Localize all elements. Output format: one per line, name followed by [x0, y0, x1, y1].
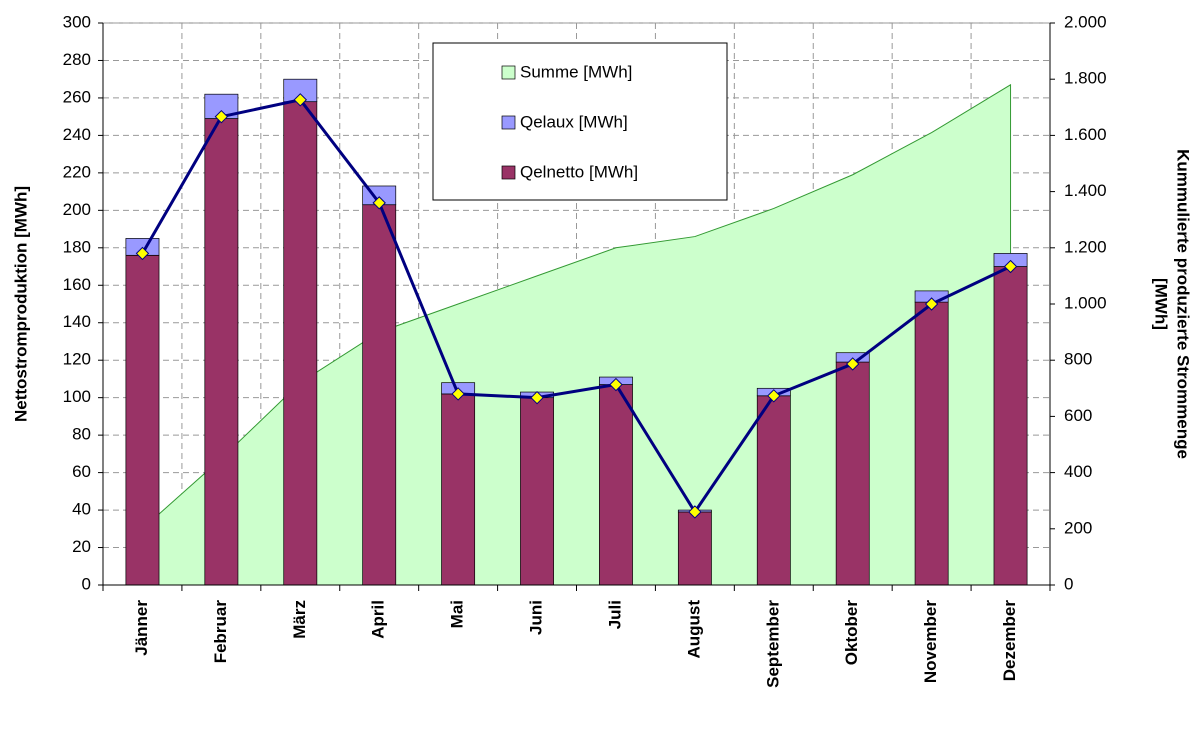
bar — [993, 266, 1028, 586]
y2-axis-title: Kummulierte produzierte Strommenge — [1174, 149, 1193, 459]
y2-tick-label: 200 — [1064, 518, 1092, 537]
x-tick-label: August — [684, 600, 703, 659]
y2-tick-label: 600 — [1064, 406, 1092, 425]
bar — [441, 393, 476, 586]
legend-box — [432, 42, 728, 201]
y-tick-label: 0 — [82, 574, 91, 593]
x-tick-label: Mai — [448, 600, 467, 628]
bar — [283, 101, 318, 586]
bar — [599, 384, 633, 586]
marker — [609, 377, 623, 392]
legend-swatch — [501, 165, 516, 180]
y2-tick-label: 1.400 — [1064, 181, 1107, 200]
x-tick-label: März — [290, 600, 309, 639]
marker — [451, 387, 465, 401]
y-tick-label: 100 — [63, 387, 91, 406]
y-tick-label: 120 — [63, 350, 91, 369]
bar — [914, 301, 949, 586]
y-tick-label: 260 — [63, 87, 91, 106]
y2-tick-label: 0 — [1064, 574, 1073, 593]
marker — [846, 357, 860, 371]
y-tick-label: 240 — [63, 125, 91, 144]
y-tick-label: 180 — [63, 237, 91, 256]
y2-tick-label: 800 — [1064, 350, 1092, 369]
legend-label: Qelaux [MWh] — [520, 112, 628, 131]
marker — [1003, 259, 1018, 274]
bar — [835, 361, 870, 586]
x-tick-label: April — [369, 600, 388, 639]
y2-tick-label: 1.000 — [1064, 293, 1107, 312]
bar — [204, 118, 239, 586]
y-tick-label: 140 — [63, 312, 91, 331]
line — [141, 98, 1012, 515]
marker — [372, 196, 386, 210]
y-tick-label: 200 — [63, 200, 91, 219]
y2-tick-label: 2.000 — [1064, 12, 1107, 31]
y2-tick-label: 1.600 — [1064, 125, 1107, 144]
x-tick-label: Juli — [605, 600, 624, 629]
y2-axis-title: [MWh] — [1152, 278, 1171, 330]
x-tick-label: Juni — [527, 600, 546, 635]
x-tick-label: Oktober — [842, 600, 861, 666]
marker — [214, 109, 229, 124]
marker — [924, 297, 939, 311]
bar — [125, 254, 160, 586]
bar — [362, 204, 397, 586]
y-tick-label: 220 — [63, 162, 91, 181]
x-tick-label: September — [763, 600, 782, 688]
y-axis-title: Nettostromproduktion [MWh] — [11, 186, 30, 422]
y-tick-label: 160 — [63, 275, 91, 294]
y-tick-label: 280 — [63, 50, 91, 69]
y-tick-label: 60 — [72, 462, 91, 481]
y-tick-label: 40 — [72, 500, 91, 519]
marker — [767, 389, 781, 403]
bar — [520, 397, 554, 586]
y2-tick-label: 400 — [1064, 462, 1092, 481]
y2-tick-label: 1.200 — [1064, 237, 1107, 256]
marker — [135, 246, 150, 261]
legend-swatch — [501, 65, 516, 80]
legend-swatch — [501, 115, 516, 130]
x-tick-label: Dezember — [1000, 600, 1019, 682]
y-tick-label: 80 — [72, 425, 91, 444]
marker — [688, 505, 702, 519]
marker — [530, 390, 544, 405]
y-tick-label: 300 — [63, 12, 91, 31]
legend-label: Summe [MWh] — [520, 62, 632, 81]
y-tick-label: 20 — [72, 537, 91, 556]
x-tick-label: Jänner — [132, 600, 151, 656]
area — [141, 83, 1012, 586]
marker — [293, 93, 307, 107]
bar — [756, 395, 791, 586]
legend: Summe [MWh] Qelaux [MWh] Qelnetto [MWh] — [432, 42, 728, 201]
legend-label: Qelnetto [MWh] — [520, 162, 638, 181]
x-tick-label: November — [921, 600, 940, 684]
y2-tick-label: 1.800 — [1064, 69, 1107, 88]
bar — [677, 511, 712, 586]
x-tick-label: Februar — [211, 600, 230, 664]
